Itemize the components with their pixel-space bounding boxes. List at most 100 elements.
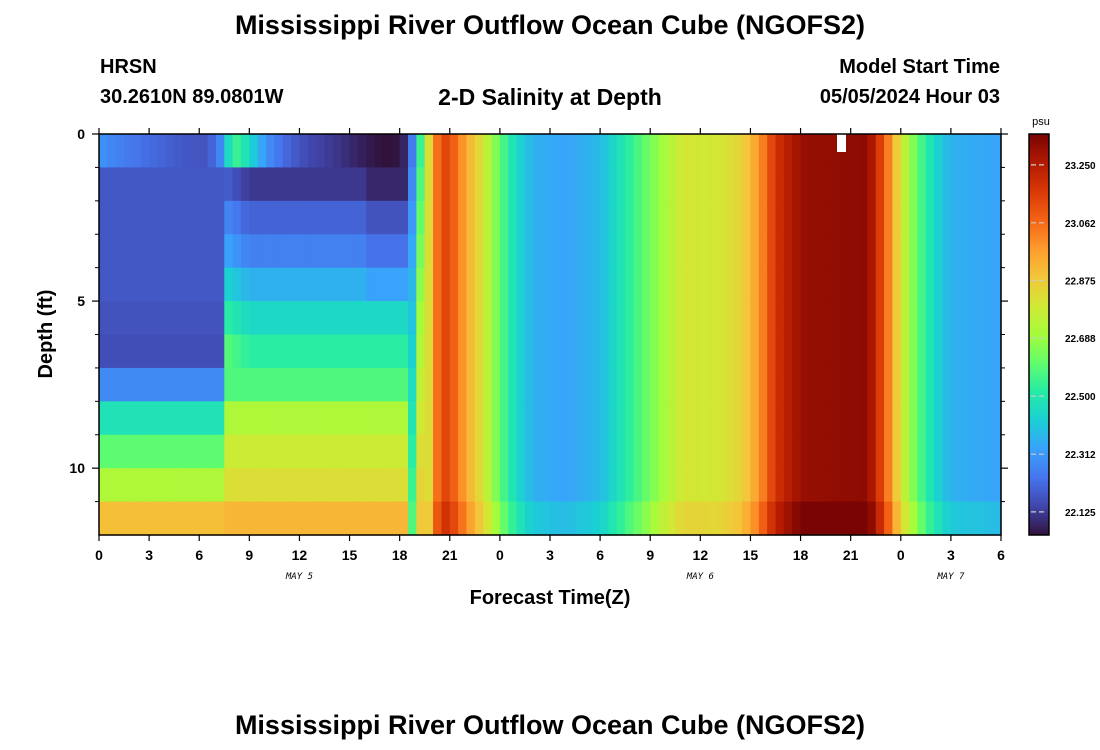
- heatmap-cell: [132, 134, 142, 169]
- heatmap-cell: [842, 301, 852, 336]
- heatmap-cell: [575, 501, 585, 536]
- heatmap-cell: [132, 301, 142, 336]
- heatmap-cell: [115, 468, 125, 503]
- heatmap-cell: [382, 200, 392, 235]
- heatmap-cell: [925, 468, 935, 503]
- heatmap-cell: [391, 468, 401, 503]
- heatmap-cell: [833, 367, 843, 402]
- heatmap-cell: [733, 401, 743, 436]
- heatmap-cell: [408, 367, 417, 402]
- heatmap-cell: [934, 234, 944, 269]
- heatmap-cell: [683, 234, 693, 269]
- heatmap-cell: [583, 468, 593, 503]
- heatmap-cell: [458, 167, 468, 202]
- heatmap-cell: [984, 301, 994, 336]
- heatmap-cell: [382, 501, 392, 536]
- heatmap-cell: [975, 167, 985, 202]
- heatmap-cell: [917, 267, 927, 302]
- heatmap-cell: [240, 501, 250, 536]
- heatmap-cell: [925, 334, 935, 369]
- heatmap-cell: [458, 501, 468, 536]
- heatmap-cell: [341, 234, 351, 269]
- heatmap-cell: [249, 401, 259, 436]
- x-tick-label: 9: [646, 547, 654, 563]
- heatmap-cell: [332, 200, 342, 235]
- heatmap-cell: [792, 301, 802, 336]
- heatmap-cell: [449, 134, 459, 169]
- heatmap-cell: [483, 200, 493, 235]
- heatmap-cell: [750, 200, 760, 235]
- heatmap-cell: [366, 200, 376, 235]
- heatmap-cell: [524, 334, 534, 369]
- heatmap-cell: [550, 334, 559, 369]
- heatmap-cell: [533, 468, 543, 503]
- heatmap-cell: [817, 134, 827, 169]
- heatmap-cell: [207, 301, 217, 336]
- heatmap-cell: [215, 501, 225, 536]
- heatmap-cell: [842, 167, 852, 202]
- heatmap-cell: [199, 267, 209, 302]
- chart-title: Mississippi River Outflow Ocean Cube (NG…: [234, 10, 866, 40]
- heatmap-cell: [750, 167, 760, 202]
- heatmap-cell: [215, 234, 225, 269]
- heatmap-cell: [708, 334, 718, 369]
- heatmap-cell: [875, 401, 885, 436]
- heatmap-cell: [416, 367, 426, 402]
- heatmap-cell: [817, 301, 827, 336]
- heatmap-cell: [157, 267, 167, 302]
- heatmap-cell: [299, 434, 309, 469]
- heatmap-cell: [291, 267, 301, 302]
- heatmap-cell: [967, 167, 977, 202]
- heatmap-cell: [950, 167, 960, 202]
- heatmap-cell: [616, 468, 626, 503]
- heatmap-cell: [917, 367, 927, 402]
- heatmap-cell: [199, 234, 209, 269]
- heatmap-cell: [892, 167, 902, 202]
- heatmap-cell: [391, 367, 401, 402]
- heatmap-cell: [332, 367, 342, 402]
- heatmap-cell: [491, 200, 501, 235]
- heatmap-cell: [600, 367, 610, 402]
- heatmap-cell: [583, 234, 593, 269]
- heatmap-cell: [99, 334, 108, 369]
- heatmap-cell: [107, 167, 117, 202]
- heatmap-cell: [508, 200, 518, 235]
- heatmap-cell: [357, 367, 367, 402]
- heatmap-cell: [474, 501, 484, 536]
- heatmap-cell: [625, 267, 635, 302]
- heatmap-cell: [307, 434, 317, 469]
- heatmap-cell: [625, 134, 635, 169]
- heatmap-cell: [942, 234, 952, 269]
- heatmap-cell: [558, 167, 568, 202]
- heatmap-cell: [783, 501, 793, 536]
- heatmap-cell: [299, 200, 309, 235]
- heatmap-cell: [374, 501, 384, 536]
- heatmap-cell: [792, 267, 802, 302]
- heatmap-cell: [800, 401, 810, 436]
- heatmap-cell: [950, 501, 960, 536]
- heatmap-cell: [274, 468, 284, 503]
- heatmap-cell: [207, 200, 217, 235]
- heatmap-cell: [466, 334, 476, 369]
- heatmap-cell: [625, 301, 635, 336]
- heatmap-cell: [441, 200, 451, 235]
- heatmap-cell: [408, 200, 417, 235]
- heatmap-cell: [842, 468, 852, 503]
- heatmap-cell: [324, 267, 334, 302]
- heatmap-cell: [583, 167, 593, 202]
- heatmap-cell: [324, 434, 334, 469]
- heatmap-cell: [959, 234, 969, 269]
- heatmap-cell: [140, 134, 150, 169]
- colorbar-tick-label: 22.875: [1065, 277, 1096, 288]
- x-tick-label: 0: [496, 547, 504, 563]
- heatmap-cell: [591, 234, 601, 269]
- heatmap-cell: [833, 167, 843, 202]
- heatmap-cell: [725, 267, 735, 302]
- heatmap-cell: [416, 134, 426, 169]
- heatmap-cell: [291, 167, 301, 202]
- heatmap-cell: [608, 501, 618, 536]
- heatmap-cell: [650, 501, 660, 536]
- heatmap-cell: [975, 200, 985, 235]
- x-tick-label: 12: [693, 547, 709, 563]
- heatmap-cell: [416, 200, 426, 235]
